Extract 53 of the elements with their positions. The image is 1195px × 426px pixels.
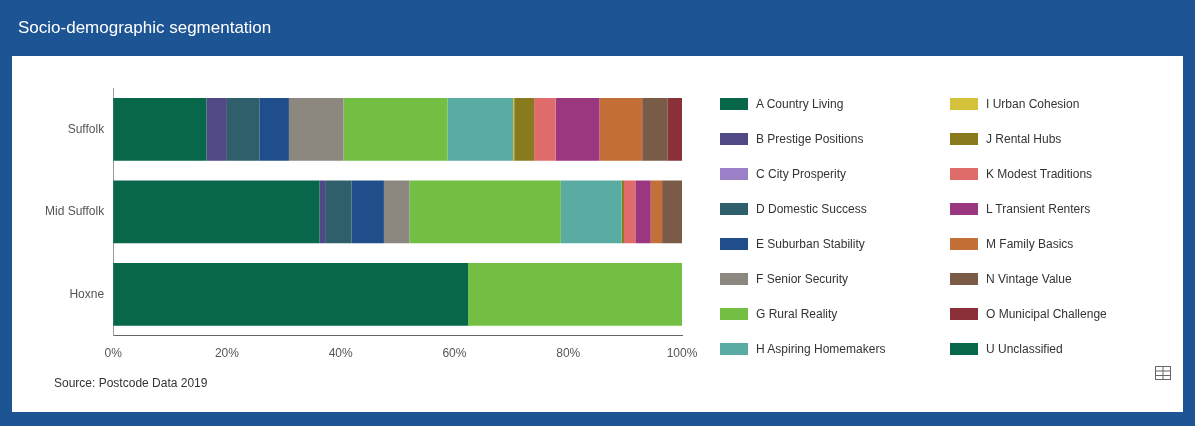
legend-label: H Aspiring Homemakers [756, 341, 886, 356]
bar [325, 180, 352, 244]
legend-label: N Vintage Value [986, 271, 1072, 286]
bar [635, 180, 651, 244]
legend-label: I Urban Cohesion [986, 96, 1080, 111]
bar [560, 180, 622, 244]
source-note: Source: Postcode Data 2019 [54, 376, 208, 390]
bar [447, 97, 514, 161]
bar [555, 97, 600, 161]
x-tick-label: 40% [328, 346, 354, 361]
legend-label: M Family Basics [986, 236, 1074, 251]
y-tick-label: Suffolk [67, 121, 106, 136]
bar [206, 97, 227, 161]
x-tick-label: 100% [666, 346, 698, 361]
bar [351, 180, 384, 244]
bar [259, 97, 289, 161]
bar [642, 97, 668, 161]
bar [667, 97, 682, 161]
bar [662, 180, 682, 244]
bar [599, 97, 643, 161]
chart-title: Socio-demographic segmentation [18, 18, 272, 38]
bar [623, 180, 636, 244]
bar [409, 180, 561, 244]
bar [288, 97, 344, 161]
bar [113, 180, 320, 244]
legend-label: D Domestic Success [756, 201, 867, 216]
bar [343, 97, 448, 161]
x-tick-label: 80% [556, 346, 581, 361]
bar [113, 97, 207, 161]
bar [468, 262, 682, 326]
x-tick-label: 20% [214, 346, 240, 361]
legend-label: K Modest Traditions [986, 166, 1093, 181]
legend-label: J Rental Hubs [986, 131, 1062, 146]
y-tick-label: Mid Suffolk [45, 204, 106, 219]
legend-label: B Prestige Positions [756, 131, 864, 146]
bar [650, 180, 663, 244]
bar [534, 97, 556, 161]
bar [383, 180, 410, 244]
legend-label: U Unclassified [986, 341, 1063, 356]
y-tick-label: Hoxne [69, 286, 105, 301]
legend-label: A Country Living [756, 96, 844, 111]
legend-label: O Municipal Challenge [986, 306, 1107, 321]
legend-label: E Suburban Stability [756, 236, 865, 251]
legend-label: G Rural Reality [756, 306, 838, 321]
bar [113, 262, 469, 326]
bar [514, 97, 535, 161]
legend-label: F Senior Security [756, 271, 849, 286]
x-tick-label: 0% [104, 346, 123, 361]
x-tick-label: 60% [442, 346, 467, 361]
legend-label: L Transient Renters [986, 201, 1091, 216]
bar [319, 180, 326, 244]
legend-label: C City Prosperity [756, 166, 847, 181]
bar [226, 97, 260, 161]
